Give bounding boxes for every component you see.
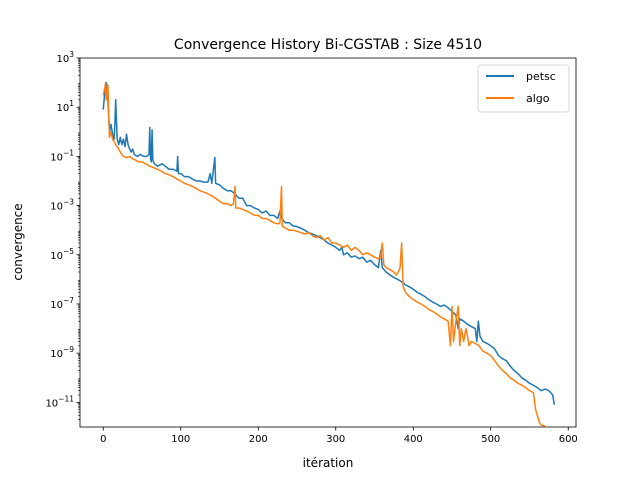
y-tick-label: 10−11	[45, 394, 74, 409]
series-layer	[102, 81, 556, 427]
y-axis-label: convergence	[11, 203, 25, 280]
series-line-petsc	[102, 81, 556, 405]
y-tick-label: 10−3	[50, 198, 74, 213]
x-axis: 0 100 200 300 400 500 600	[100, 427, 578, 445]
chart-title: Convergence History Bi-CGSTAB : Size 451…	[174, 37, 482, 53]
series-line-algo	[102, 81, 546, 427]
y-tick-label: 10−1	[50, 148, 74, 163]
x-tick-label: 500	[481, 434, 500, 445]
y-tick-label: 10−5	[50, 247, 74, 262]
legend: petsc algo	[477, 64, 570, 113]
y-tick-label: 10−7	[50, 296, 74, 311]
x-tick-label: 400	[404, 434, 423, 445]
y-tick-label: 10−9	[50, 345, 74, 360]
y-axis: 103 101 10−1 10−3 10−5 10−7 10−9 10−11	[45, 50, 80, 420]
x-tick-label: 100	[171, 434, 190, 445]
plot-frame	[79, 57, 577, 428]
legend-label-petsc: petsc	[526, 70, 556, 83]
y-tick-label: 103	[56, 50, 74, 65]
y-tick-label: 101	[56, 99, 74, 114]
x-tick-label: 600	[559, 434, 578, 445]
x-axis-label: itération	[303, 456, 354, 470]
x-tick-label: 0	[100, 434, 106, 445]
legend-label-algo: algo	[526, 92, 550, 105]
x-tick-label: 200	[249, 434, 268, 445]
x-tick-label: 300	[326, 434, 345, 445]
